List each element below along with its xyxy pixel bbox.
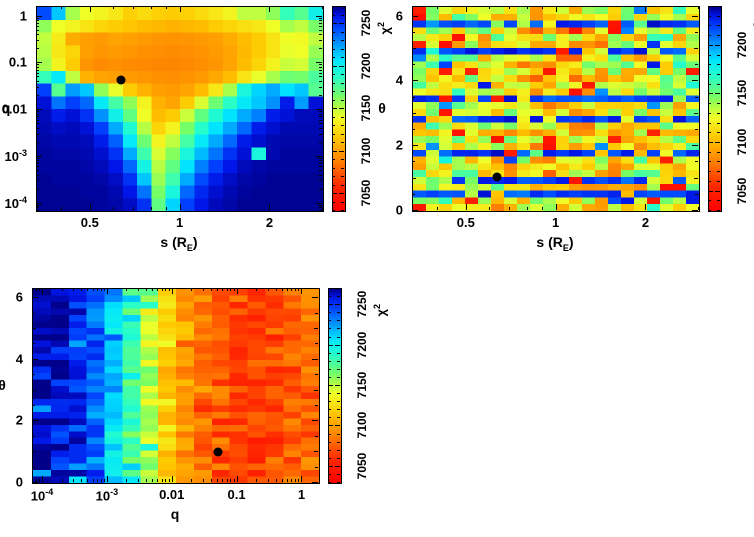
panel-s-q-colorbar-tick-label: 7150 bbox=[359, 94, 373, 122]
panel-q-theta-ytick-label: 2 bbox=[15, 412, 23, 428]
panel-s-q-ytick-label: 10-4 bbox=[4, 194, 27, 211]
panel-s-theta-ytick-label: 2 bbox=[395, 137, 403, 153]
panel-s-q-x-axis-title: s (RE) bbox=[160, 234, 198, 253]
panel-q-theta-colorbar-tick-label: 7150 bbox=[355, 371, 369, 399]
panel-s-q-ytick-label: 10-3 bbox=[4, 147, 27, 165]
panel-q-theta-xtick-label: 10-3 bbox=[95, 487, 119, 504]
panel-q-theta-x-axis-title: q bbox=[170, 506, 180, 522]
panel-s-theta-y-axis-title: θ bbox=[378, 100, 386, 116]
panel-q-theta-colorbar-title: χ2 bbox=[372, 304, 389, 317]
panel-q-theta-colorbar-tick-label: 7200 bbox=[355, 331, 369, 358]
panel-q-theta-y-axis-title: θ bbox=[0, 377, 6, 393]
panel-s-theta-xtick-label: 0.5 bbox=[456, 215, 475, 230]
panel-q-theta-colorbar-tick-label: 7100 bbox=[355, 412, 369, 439]
panel-s-theta-xtick-label: 2 bbox=[641, 215, 650, 230]
panel-s-q-y-axis-title: q bbox=[1, 100, 11, 116]
panel-q-theta-xtick-label: 0.1 bbox=[227, 487, 246, 502]
panel-q-theta-ytick-label: 6 bbox=[15, 289, 23, 305]
panel-s-theta-best-fit-marker bbox=[492, 172, 502, 182]
panel-s-q-ytick-label: 0.01 bbox=[1, 101, 27, 117]
panel-q-theta-best-fit-marker bbox=[213, 447, 223, 457]
panel-s-theta-ytick-label: 6 bbox=[395, 8, 403, 24]
panel-s-theta-x-axis-title: s (RE) bbox=[536, 234, 574, 253]
panel-s-theta-ytick-label: 4 bbox=[395, 72, 403, 88]
panel-q-theta-plot-area[interactable] bbox=[32, 288, 320, 484]
panel-s-theta-heatmap bbox=[413, 7, 699, 211]
panel-s-q-ytick-label: 0.1 bbox=[8, 54, 27, 70]
panel-q-theta-ytick-label: 4 bbox=[15, 351, 23, 367]
panel-s-q-plot-area[interactable] bbox=[36, 6, 324, 212]
panel-s-q-colorbar bbox=[332, 6, 346, 212]
panel-s-q-heatmap bbox=[37, 7, 323, 211]
panel-s-q-best-fit-marker bbox=[116, 75, 126, 85]
panel-q-theta-heatmap bbox=[33, 289, 319, 483]
panel-s-q-xtick-label: 2 bbox=[265, 215, 274, 230]
panel-s-q-colorbar-title: χ2 bbox=[376, 22, 393, 35]
panel-q-theta-xtick-label: 10-4 bbox=[30, 487, 54, 504]
panel-q-theta-ytick-label: 0 bbox=[15, 474, 23, 490]
panel-s-theta-plot-area[interactable] bbox=[412, 6, 700, 212]
panel-q-theta-xtick-label: 0.01 bbox=[159, 487, 185, 502]
panel-q-theta-xtick-label: 1 bbox=[297, 487, 306, 502]
panel-s-theta-colorbar-tick-label: 7200 bbox=[735, 31, 749, 59]
panel-s-theta-colorbar bbox=[708, 6, 722, 212]
panel-s-q-xtick-label: 0.5 bbox=[80, 215, 99, 230]
panel-q-theta-colorbar-tick-label: 7250 bbox=[355, 290, 369, 318]
panel-s-theta-colorbar-tick-label: 7050 bbox=[735, 177, 749, 204]
panel-s-q-xtick-label: 1 bbox=[176, 215, 184, 230]
panel-s-theta-ytick-label: 0 bbox=[395, 202, 403, 218]
panel-s-theta-colorbar-tick-label: 7150 bbox=[735, 80, 749, 107]
panel-q-theta-colorbar-tick-label: 7050 bbox=[355, 452, 369, 480]
panel-s-theta-colorbar-tick-label: 7100 bbox=[735, 128, 749, 156]
panel-s-q-ytick-label: 1 bbox=[19, 8, 27, 24]
panel-s-theta-xtick-label: 1 bbox=[552, 215, 560, 230]
panel-q-theta-colorbar bbox=[328, 288, 342, 484]
